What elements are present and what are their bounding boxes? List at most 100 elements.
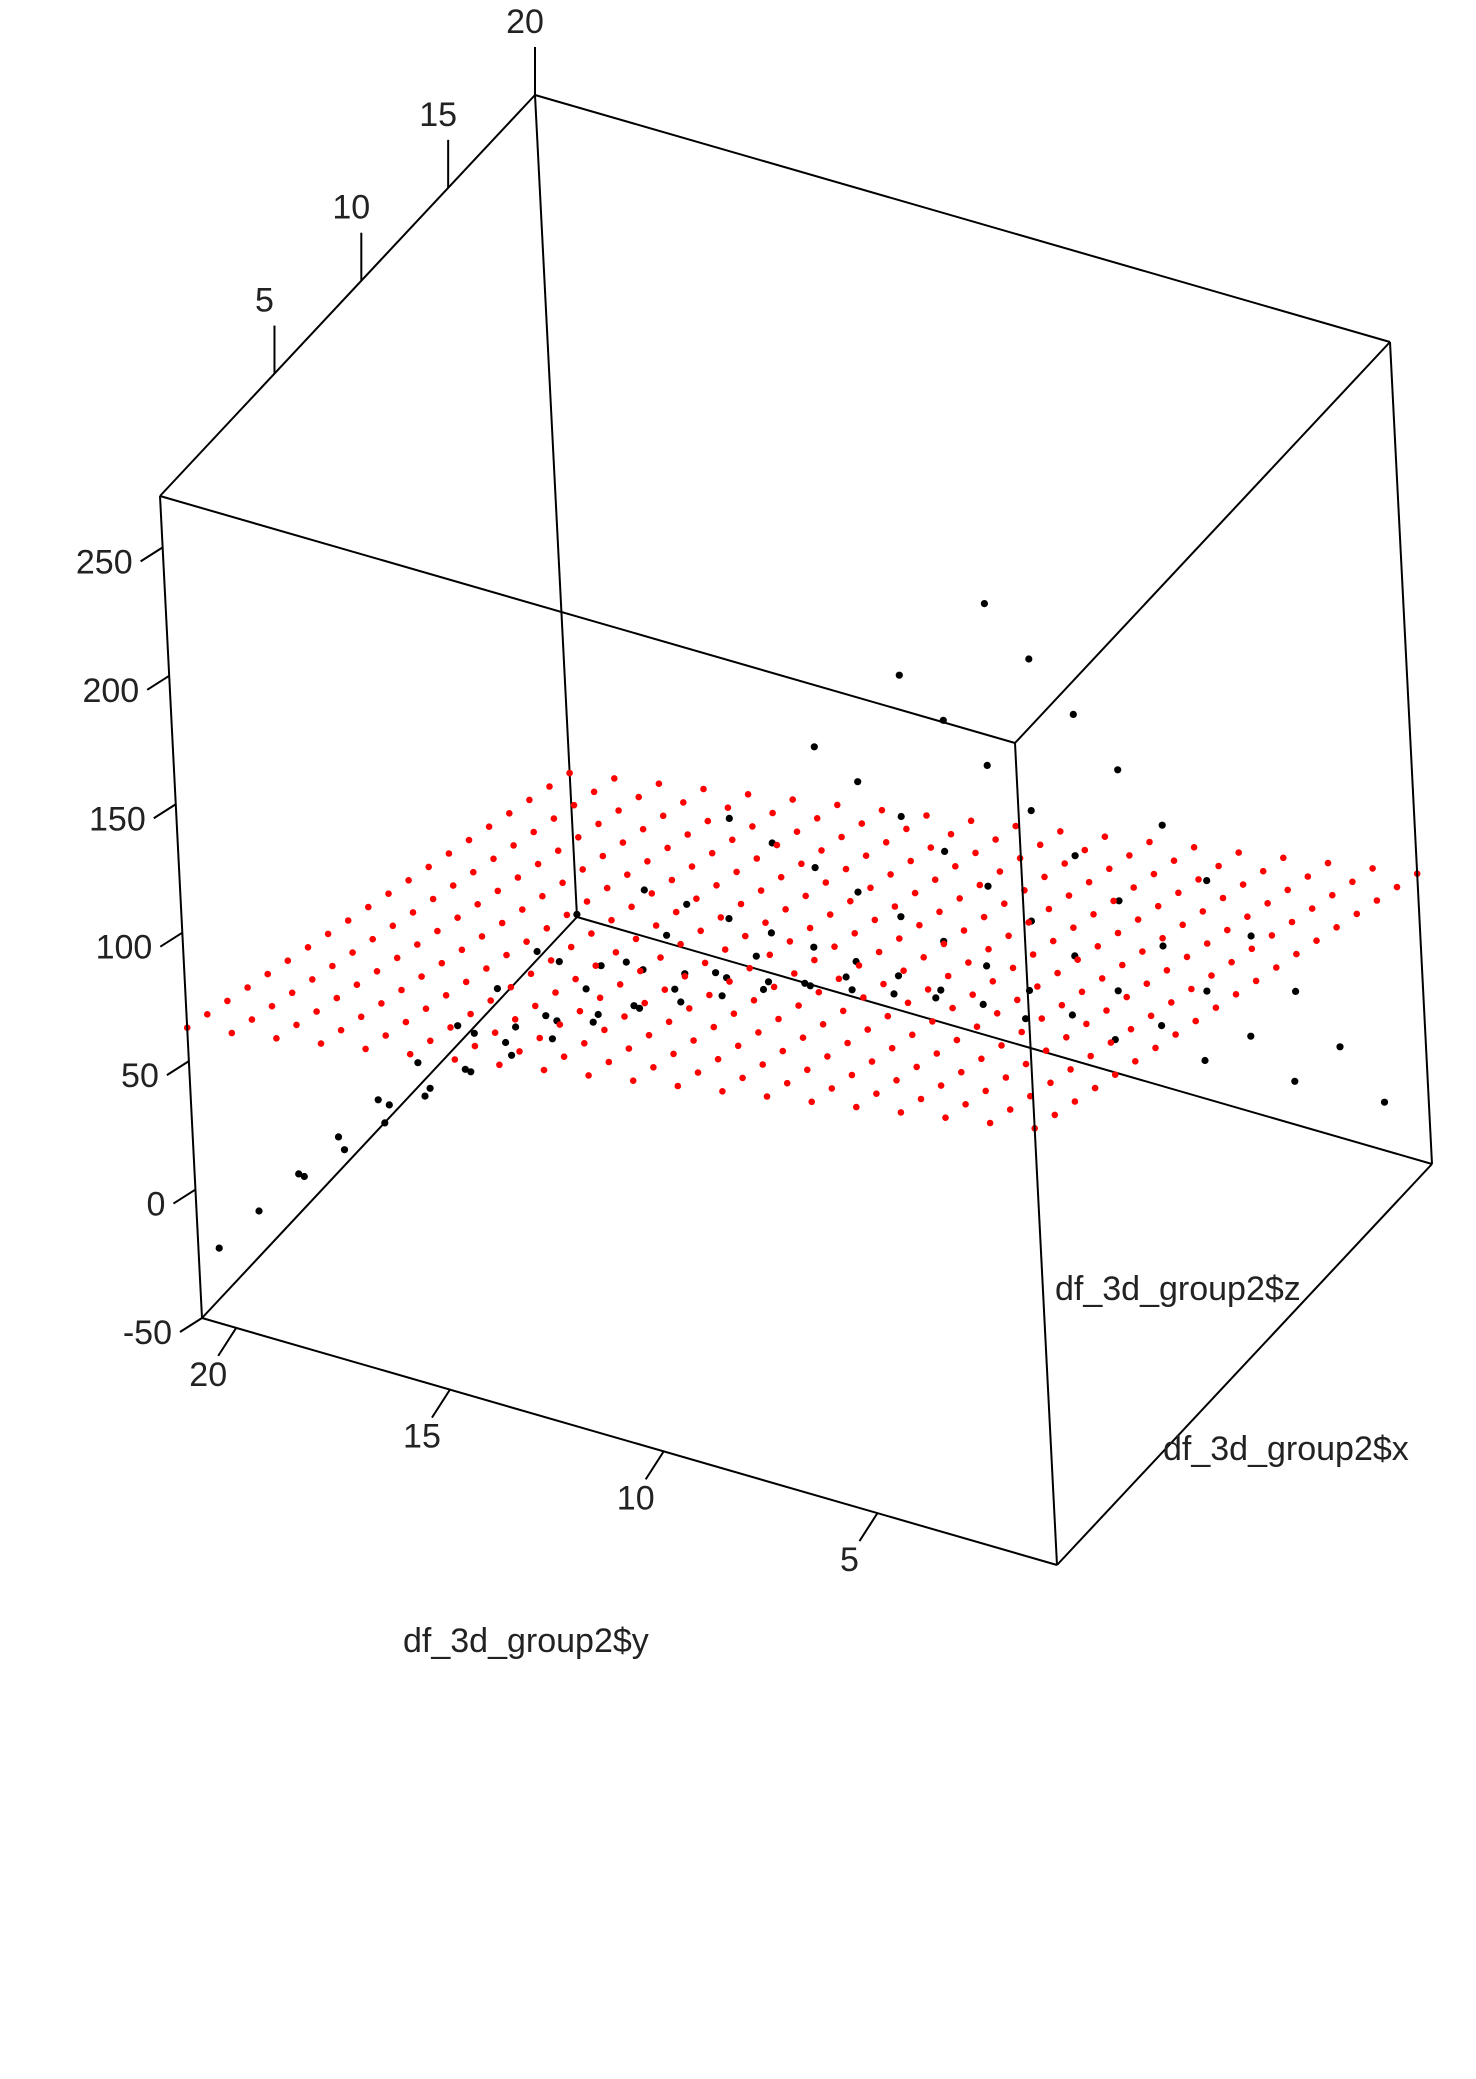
data-point-series-2 xyxy=(621,1013,628,1020)
y-tick-label: 5 xyxy=(840,1541,859,1579)
data-point-series-2 xyxy=(998,1042,1005,1049)
data-point-series-2 xyxy=(755,1029,762,1036)
data-point-series-2 xyxy=(742,932,749,940)
data-point-series-2 xyxy=(681,973,689,980)
data-point-series-2 xyxy=(1051,1111,1059,1119)
data-point-series-2 xyxy=(828,1085,836,1092)
data-point-series-2 xyxy=(357,1013,365,1021)
data-point-series-2 xyxy=(632,935,640,943)
data-point-series-1 xyxy=(573,910,581,919)
data-point-series-2 xyxy=(1215,862,1222,870)
data-point-series-1 xyxy=(1247,932,1255,940)
data-point-series-1 xyxy=(1247,1032,1255,1040)
data-point-series-1 xyxy=(894,972,903,980)
data-point-series-2 xyxy=(288,989,296,997)
data-point-series-2 xyxy=(530,828,537,836)
box-edge-front-7 xyxy=(1014,341,1391,744)
data-point-series-1 xyxy=(663,931,671,939)
data-point-series-2 xyxy=(485,823,493,830)
data-point-series-2 xyxy=(868,1058,876,1065)
data-point-series-1 xyxy=(810,743,818,751)
z-tick-label: 250 xyxy=(76,543,133,581)
data-point-series-1 xyxy=(542,1012,550,1020)
data-point-series-2 xyxy=(637,967,644,975)
data-point-series-2 xyxy=(665,1018,673,1026)
data-point-series-1 xyxy=(854,778,862,786)
y-tick-mark xyxy=(431,1389,451,1419)
data-point-series-2 xyxy=(697,927,704,935)
data-point-series-2 xyxy=(595,820,602,828)
data-point-series-2 xyxy=(1154,902,1162,910)
data-point-series-2 xyxy=(560,1053,568,1060)
data-point-series-2 xyxy=(349,949,356,956)
data-point-series-2 xyxy=(786,938,794,945)
data-point-series-2 xyxy=(599,852,607,860)
data-point-series-2 xyxy=(652,922,660,929)
data-point-series-2 xyxy=(956,895,963,902)
data-point-series-2 xyxy=(462,978,470,986)
data-point-series-2 xyxy=(704,817,712,825)
data-point-series-2 xyxy=(875,948,883,956)
data-point-series-1 xyxy=(508,1051,516,1059)
data-point-series-2 xyxy=(701,959,709,967)
data-point-series-2 xyxy=(382,1032,390,1039)
data-point-series-2 xyxy=(842,865,850,873)
data-point-series-2 xyxy=(1005,932,1012,940)
data-point-series-1 xyxy=(502,1038,510,1047)
data-point-series-2 xyxy=(393,954,401,962)
data-point-series-2 xyxy=(773,841,781,849)
box-edge-front-8 xyxy=(534,94,1391,343)
data-point-series-2 xyxy=(1061,860,1068,867)
data-point-series-2 xyxy=(389,922,397,930)
data-point-series-1 xyxy=(421,1092,429,1100)
z-tick-label: 200 xyxy=(82,672,139,710)
data-point-series-2 xyxy=(532,1002,539,1010)
data-point-series-2 xyxy=(775,1015,782,1023)
data-point-series-2 xyxy=(1280,854,1287,862)
data-point-series-2 xyxy=(684,831,691,838)
data-point-series-2 xyxy=(458,946,466,954)
data-point-series-2 xyxy=(873,1090,880,1097)
data-point-series-2 xyxy=(713,882,720,889)
data-point-series-2 xyxy=(624,871,631,878)
data-point-series-2 xyxy=(909,1031,916,1039)
z-tick-label: -50 xyxy=(123,1314,172,1352)
data-point-series-2 xyxy=(1264,900,1271,907)
data-point-series-1 xyxy=(1025,655,1033,663)
data-point-series-2 xyxy=(1134,916,1142,923)
data-point-series-2 xyxy=(526,796,533,804)
data-point-series-2 xyxy=(996,868,1004,875)
data-point-series-2 xyxy=(749,823,756,830)
data-point-series-2 xyxy=(947,830,955,838)
data-point-series-1 xyxy=(895,671,903,679)
data-point-series-2 xyxy=(710,1023,718,1031)
data-point-series-2 xyxy=(779,1047,787,1055)
data-point-series-2 xyxy=(969,991,976,998)
z-tick-mark xyxy=(159,931,183,948)
data-point-series-2 xyxy=(844,1039,851,1047)
data-point-series-2 xyxy=(746,964,753,972)
data-point-series-1 xyxy=(1158,821,1166,829)
data-point-series-2 xyxy=(425,863,433,871)
data-point-series-2 xyxy=(1091,1084,1099,1092)
data-point-series-2 xyxy=(474,901,482,908)
data-point-series-2 xyxy=(1098,975,1106,982)
data-point-series-2 xyxy=(1288,918,1296,926)
data-point-series-2 xyxy=(1147,1012,1155,1020)
data-point-series-2 xyxy=(936,908,943,916)
z-tick-mark xyxy=(146,674,170,691)
data-point-series-2 xyxy=(405,877,412,884)
data-point-series-2 xyxy=(337,1026,345,1034)
data-point-series-1 xyxy=(1201,1056,1209,1065)
data-point-series-2 xyxy=(438,959,446,967)
data-point-series-2 xyxy=(1219,894,1227,902)
data-point-series-2 xyxy=(1081,846,1089,854)
data-point-series-2 xyxy=(556,1021,564,1028)
data-point-series-1 xyxy=(801,979,809,987)
data-point-series-1 xyxy=(752,952,760,960)
data-point-series-2 xyxy=(813,815,821,822)
data-point-series-2 xyxy=(659,812,667,820)
data-point-series-2 xyxy=(989,978,997,985)
data-point-series-2 xyxy=(670,1050,677,1058)
data-point-series-2 xyxy=(506,810,513,817)
